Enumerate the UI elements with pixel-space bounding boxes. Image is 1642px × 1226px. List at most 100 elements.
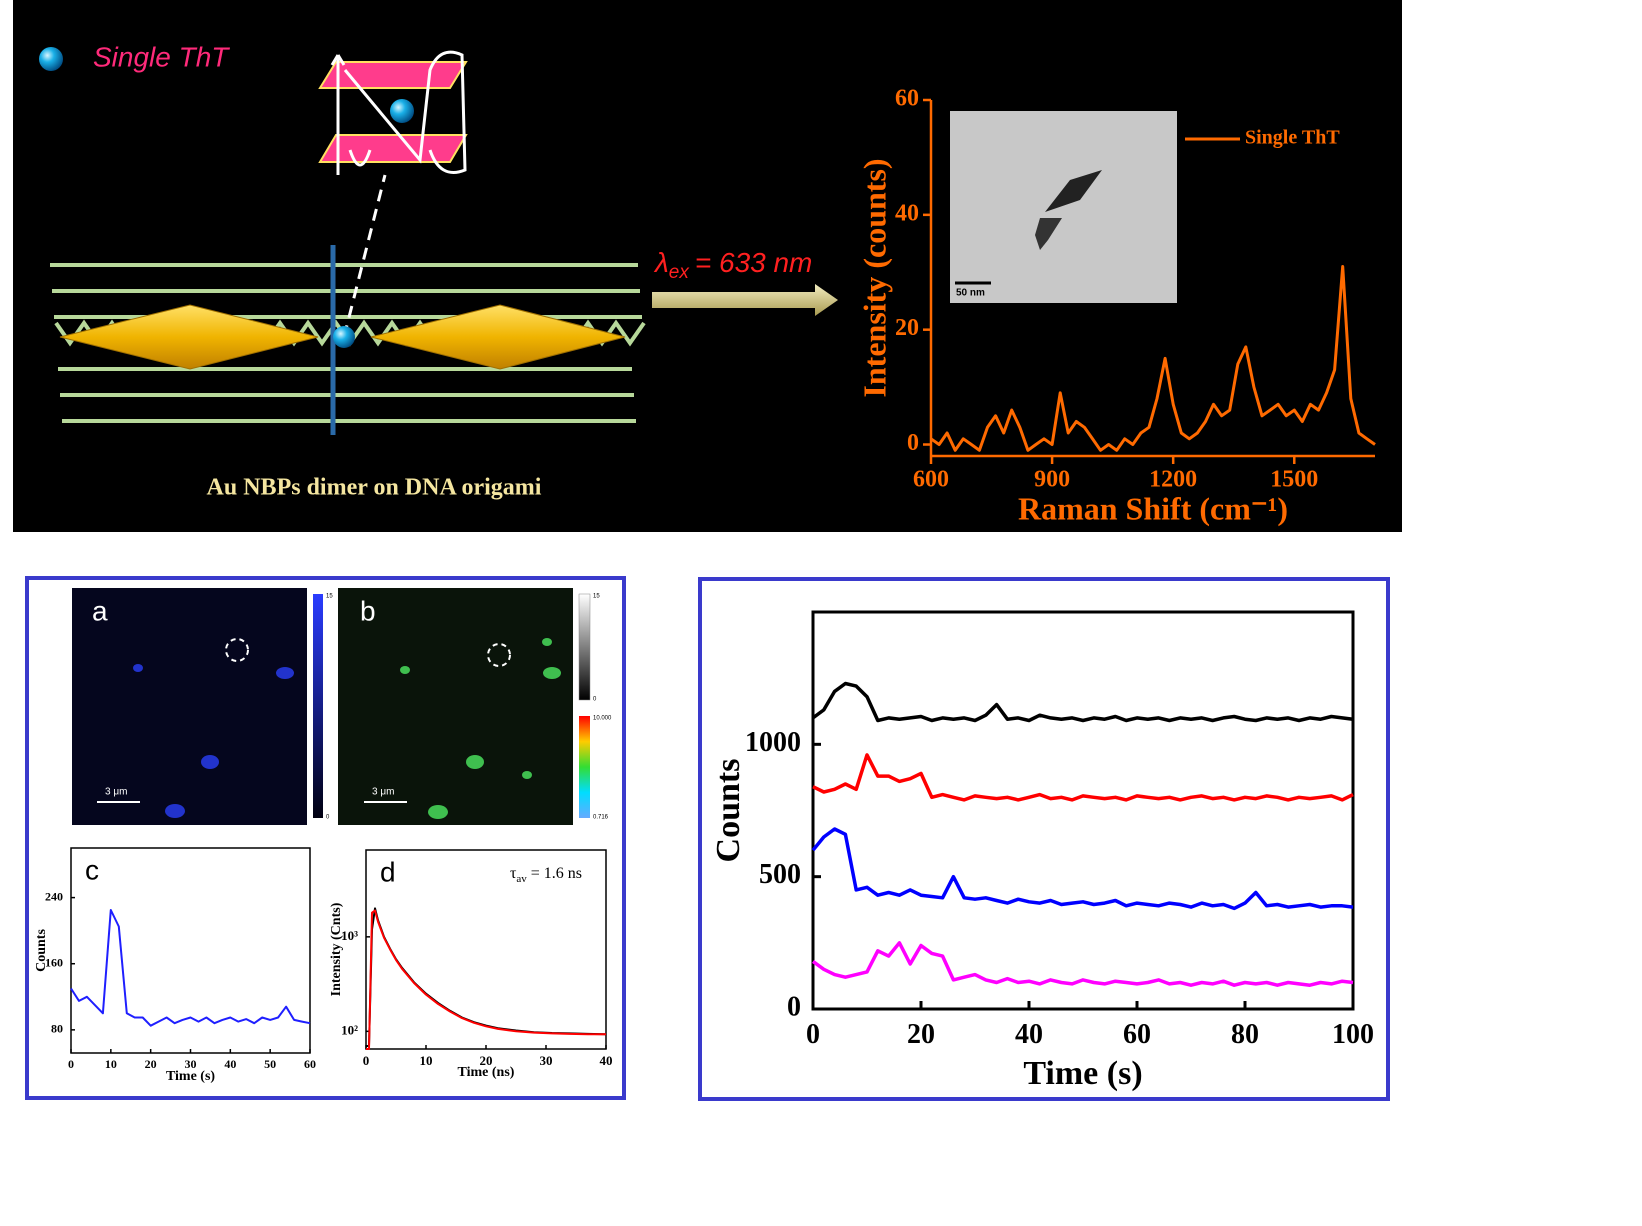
x-tick-label: 40 (600, 1053, 613, 1068)
scale-bar-label: 3 μm (105, 787, 127, 798)
series-line (366, 909, 606, 1050)
panel-label: a (92, 595, 108, 626)
colorbar-label: 0 (326, 815, 330, 821)
link-line (342, 174, 387, 338)
y-tick-label: 500 (759, 859, 801, 890)
colorbar-label: 15 (593, 594, 600, 600)
excitation-label: λex = 633 nm (653, 247, 812, 283)
x-tick-label: 60 (304, 1057, 316, 1071)
y-tick-label: 20 (895, 315, 919, 341)
colorbar (313, 594, 323, 818)
g-quartet (318, 134, 468, 163)
tht-icon (39, 47, 63, 71)
series-line (930, 265, 1376, 452)
y-tick-label: 0 (907, 430, 919, 456)
caption: Au NBPs dimer on DNA origami (207, 475, 542, 501)
series-line (811, 827, 1354, 911)
scale-bar-label: 50 nm (956, 288, 985, 299)
g-quadruplex (330, 50, 467, 175)
chart: 0 20 40 60 600 900 1200 1500 Intensity (counts) R… (856, 86, 1376, 526)
y-tick-label: 40 (895, 200, 919, 226)
image-a-spots (133, 664, 294, 818)
series-line (811, 681, 1354, 723)
x-tick-label: 80 (1231, 1019, 1259, 1050)
panel-label: d (380, 856, 396, 887)
y-tick-label: 1000 (745, 727, 801, 758)
y-axis-label: Counts (34, 929, 49, 972)
y-tick-label: 0 (787, 991, 801, 1022)
x-tick-label: 10 (420, 1053, 433, 1068)
lambda: λ (653, 247, 669, 278)
x-tick-label: 40 (224, 1057, 236, 1071)
x-tick-label: 60 (1123, 1019, 1151, 1050)
y-axis-label: Counts (710, 759, 747, 863)
series-line (811, 941, 1354, 987)
highlight-circle (487, 643, 511, 667)
y-tick-label: 160 (45, 955, 63, 969)
tem-image (950, 111, 1177, 303)
y-tick-label: 10² (341, 1022, 358, 1037)
y-axis-label: Intensity (counts) (856, 158, 892, 397)
x-axis-label: Time (s) (166, 1069, 215, 1084)
x-axis-label: Time (s) (1023, 1055, 1142, 1092)
image-b-spots (400, 638, 561, 819)
colorbar (579, 716, 590, 818)
x-tick-label: 0 (68, 1057, 74, 1071)
x-tick-label: 1500 (1270, 466, 1318, 492)
x-tick-label: 20 (907, 1019, 935, 1050)
x-axis-label: Time (ns) (458, 1065, 515, 1080)
chart: 10² 10³ 0 10 20 30 40 Intensity (Cnts) Time (ns)… (329, 849, 613, 1080)
colorbar-label: 10.000 (593, 716, 612, 722)
x-tick-label: 50 (264, 1057, 276, 1071)
legend-label: Single ThT (1245, 127, 1340, 149)
tem-particle (1045, 170, 1102, 212)
x-axis-label: Raman Shift (cm⁻¹) (1018, 490, 1288, 526)
tem-particle (1035, 218, 1062, 250)
x-tick-label: 30 (185, 1057, 197, 1071)
plot-frame (811, 610, 1355, 1011)
panel-label: b (360, 595, 376, 626)
y-tick-label: 60 (895, 86, 919, 112)
bipyramid (59, 304, 319, 370)
x-tick-label: 10 (105, 1057, 117, 1071)
annotation-subscript: av (516, 873, 527, 885)
arrow (652, 284, 838, 316)
image-b (338, 588, 573, 825)
x-tick-label: 900 (1034, 466, 1070, 492)
bipyramid (370, 304, 626, 370)
colorbar-label: 0.716 (593, 815, 609, 821)
excitation-value: = 633 nm (695, 247, 813, 278)
series-line (70, 909, 311, 1027)
y-tick-label: 80 (51, 1022, 63, 1036)
x-tick-label: 600 (913, 466, 949, 492)
x-tick-label: 1200 (1149, 466, 1197, 492)
tht-molecule (333, 326, 355, 348)
subscript: ex (669, 262, 691, 283)
molecule-label: Single ThT (93, 41, 230, 72)
y-tick-label: 10³ (341, 928, 358, 943)
panel-frame (25, 576, 626, 1100)
series-line (812, 753, 1354, 802)
chart: 80 160 240 0 10 20 30 40 50 60 Counts Time (s) c (34, 847, 316, 1084)
panel-label: c (85, 854, 99, 885)
x-tick-label: 0 (806, 1019, 820, 1050)
y-tick-label: 240 (45, 889, 63, 903)
x-tick-label: 0 (363, 1053, 370, 1068)
colorbar (578, 593, 591, 701)
annotation: τav = 1.6 ns (510, 865, 582, 885)
chart: 0 500 1000 0 20 40 60 80 100 Counts Time (s) (710, 610, 1374, 1092)
colorbar-label: 15 (326, 594, 333, 600)
x-tick-label: 40 (1015, 1019, 1043, 1050)
x-tick-label: 20 (480, 1053, 493, 1068)
y-axis-label: Intensity (Cnts) (329, 902, 344, 996)
colorbar-label: 0 (593, 697, 597, 703)
highlight-circle (225, 638, 249, 662)
annotation-symbol: τ (510, 865, 517, 882)
x-tick-label: 100 (1332, 1019, 1374, 1050)
x-tick-label: 20 (145, 1057, 157, 1071)
tht-molecule (390, 99, 414, 123)
panel-frame (698, 577, 1390, 1101)
scale-bar-label: 3 μm (372, 787, 394, 798)
